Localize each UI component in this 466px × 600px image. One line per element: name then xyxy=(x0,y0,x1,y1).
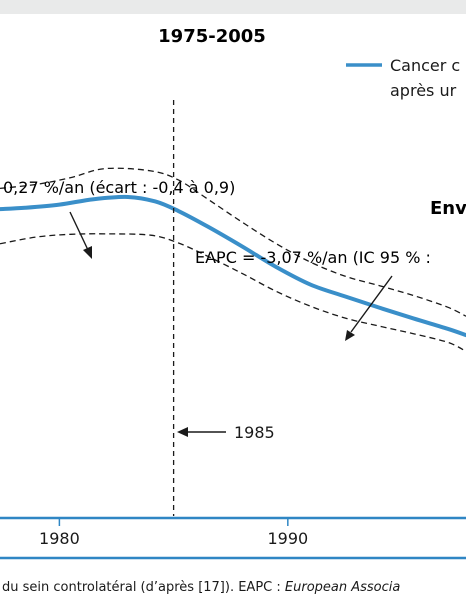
caption-main-text: du sein controlatéral (d’après [17]). EA… xyxy=(2,580,285,595)
x-tick-label: 1990 xyxy=(267,529,308,548)
chart-frame xyxy=(0,516,466,560)
figure-caption: du sein controlatéral (d’après [17]). EA… xyxy=(2,580,400,595)
chart-title: 1975-2005 xyxy=(158,26,266,47)
arrowhead-left-annotation xyxy=(83,246,92,259)
annotation-env: Env xyxy=(430,198,466,219)
arrowhead-right-annotation xyxy=(345,330,355,341)
marker-layer: 1985 xyxy=(172,100,275,516)
annotation-left-eapc: 0,27 %/an (écart : -0,4 à 0,9) xyxy=(3,178,235,197)
x-tick-label: 1980 xyxy=(39,529,80,548)
caption-italic-text: European Associa xyxy=(284,580,401,595)
legend-layer: Cancer c après ur xyxy=(346,56,460,100)
arrow-right-annotation xyxy=(350,275,393,333)
arrow-left-annotation xyxy=(69,211,89,251)
main-series-line xyxy=(0,194,466,338)
legend-label-line2: après ur xyxy=(390,81,457,100)
upper-bound-dashed-line xyxy=(0,167,466,317)
top-band xyxy=(0,0,466,14)
annotation-right-eapc: EAPC = -3,07 %/an (IC 95 % : xyxy=(195,248,431,267)
legend-label-line1: Cancer c xyxy=(390,56,460,75)
vertical-marker-label: 1985 xyxy=(234,423,275,442)
annotation-arrows xyxy=(69,211,393,341)
ticks-layer: 1980 1990 xyxy=(39,518,308,548)
marker-label-arrowhead xyxy=(177,427,188,437)
